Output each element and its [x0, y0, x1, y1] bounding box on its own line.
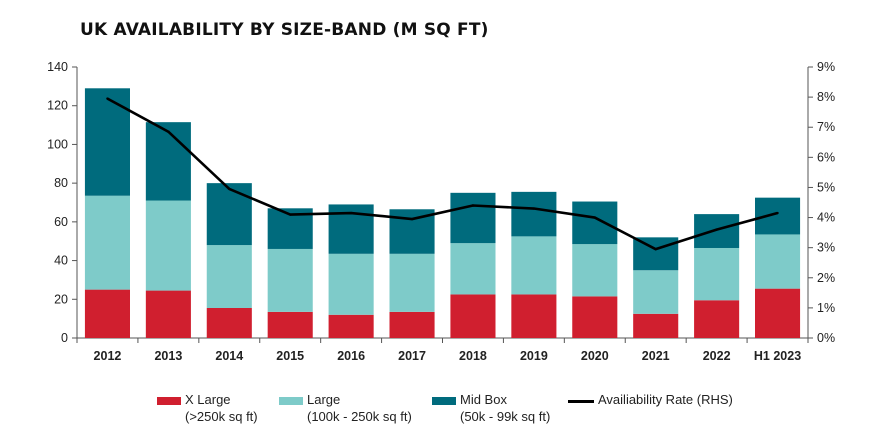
legend-item-x-large: X Large (>250k sq ft) — [157, 392, 277, 432]
legend-sublabel-large: (100k - 250k sq ft) — [307, 409, 412, 424]
availability-rate-point — [776, 211, 779, 215]
bar-x-large — [694, 300, 740, 338]
right-tick-label: 6% — [817, 150, 835, 164]
right-tick-label: 0% — [817, 331, 835, 345]
availability-rate-point — [106, 97, 109, 100]
legend-line-availability-rate — [568, 400, 594, 403]
legend-sublabel-x-large: (>250k sq ft) — [185, 409, 258, 424]
x-tick-label: 2014 — [215, 349, 243, 363]
left-tick-label: 20 — [54, 292, 68, 306]
x-tick-label: 2021 — [642, 349, 670, 363]
bar-x-large — [389, 311, 435, 338]
availability-rate-point — [410, 217, 414, 221]
legend-label-availability-rate: Availiability Rate (RHS) — [598, 392, 733, 407]
legend-label-x-large: X Large — [185, 392, 231, 407]
availability-rate-point — [471, 204, 475, 207]
bar-large — [511, 236, 557, 295]
bar-large — [572, 244, 618, 297]
x-tick-label: 2022 — [703, 349, 731, 363]
availability-rate-point — [532, 207, 536, 210]
right-tick-label: 5% — [817, 180, 835, 194]
bar-large — [633, 270, 679, 314]
bar-x-large — [328, 314, 374, 338]
right-tick-label: 2% — [817, 271, 835, 285]
left-tick-label: 60 — [54, 215, 68, 229]
right-tick-label: 4% — [817, 211, 835, 225]
bar-x-large — [755, 288, 801, 338]
bar-x-large — [84, 289, 130, 338]
left-tick-label: 0 — [61, 331, 68, 345]
chart-title: UK AVAILABILITY BY SIZE-BAND (M SQ FT) — [80, 20, 489, 40]
bar-large — [328, 253, 374, 315]
bar-mid-box — [694, 214, 740, 248]
bar-x-large — [145, 290, 191, 338]
availability-rate-line — [106, 97, 778, 251]
bar-mid-box — [450, 192, 496, 244]
bar-mid-box — [84, 88, 130, 196]
legend-label-large: Large — [307, 392, 341, 407]
bar-large — [145, 200, 191, 291]
bar-large — [389, 253, 435, 312]
availability-rate-point — [593, 216, 596, 219]
legend-item-mid-box: Mid Box (50k - 99k sq ft) — [432, 392, 562, 432]
bar-x-large — [206, 307, 252, 338]
legend-swatch-mid-box — [432, 397, 456, 405]
availability-rate-point — [349, 211, 353, 215]
bar-mid-box — [145, 122, 191, 201]
x-tick-label: H1 2023 — [754, 349, 801, 363]
right-tick-label: 9% — [817, 60, 835, 74]
x-tick-label: 2019 — [520, 349, 548, 363]
legend-item-large: Large (100k - 250k sq ft) — [279, 392, 419, 432]
chart-legend: X Large (>250k sq ft) Large (100k - 250k… — [0, 392, 881, 432]
legend-sublabel-mid-box: (50k - 99k sq ft) — [460, 409, 551, 424]
availability-rate-point — [228, 187, 231, 191]
x-tick-label: 2015 — [276, 349, 304, 363]
bar-mid-box — [206, 183, 252, 246]
bar-large — [267, 248, 313, 312]
legend-item-availability-rate: Availiability Rate (RHS) — [568, 392, 768, 432]
availability-rate-point — [715, 228, 718, 231]
bar-x-large — [450, 294, 496, 338]
bar-x-large — [572, 296, 618, 338]
x-tick-label: 2013 — [154, 349, 182, 363]
bar-mid-box — [511, 191, 557, 237]
bar-large — [694, 247, 740, 301]
availability-rate-point — [167, 130, 170, 133]
right-tick-label: 1% — [817, 301, 835, 315]
x-tick-label: 2017 — [398, 349, 426, 363]
left-tick-label: 80 — [54, 176, 68, 190]
x-tick-label: 2018 — [459, 349, 487, 363]
chart-plot: 0 20 40 60 80 100 120 140 0% 1% 2% 3% 4% 5% 6% 7% 8% 9% 20… — [47, 60, 835, 363]
bar-x-large — [511, 294, 557, 338]
bar-large — [84, 195, 130, 290]
bar-x-large — [633, 313, 679, 338]
bar-x-large — [267, 311, 313, 338]
left-tick-label: 140 — [47, 60, 68, 74]
legend-swatch-x-large — [157, 397, 181, 405]
x-tick-label: 2020 — [581, 349, 609, 363]
bar-mid-box — [572, 201, 618, 245]
legend-label-mid-box: Mid Box — [460, 392, 507, 407]
availability-rate-point — [289, 213, 292, 216]
left-tick-label: 120 — [47, 99, 68, 113]
right-tick-label: 8% — [817, 90, 835, 104]
bar-large — [755, 234, 801, 289]
right-tick-label: 7% — [817, 120, 835, 134]
x-tick-label: 2016 — [337, 349, 365, 363]
bar-large — [450, 243, 496, 295]
bar-large — [206, 245, 252, 308]
left-tick-label: 40 — [54, 254, 68, 268]
legend-swatch-large — [279, 397, 303, 405]
availability-rate-point — [654, 247, 657, 251]
left-tick-label: 100 — [47, 137, 68, 151]
right-tick-label: 3% — [817, 241, 835, 255]
x-tick-label: 2012 — [94, 349, 122, 363]
